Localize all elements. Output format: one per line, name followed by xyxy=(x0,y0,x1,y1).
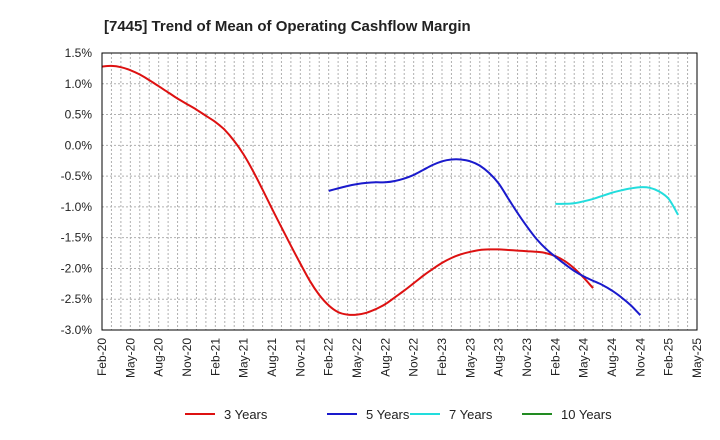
x-tick-label: Nov-24 xyxy=(633,338,647,377)
x-axis-ticks: Feb-20 May-20 Aug-20 Nov-20 Feb-21 May-21 Aug-… xyxy=(95,338,704,378)
x-tick-label: Nov-23 xyxy=(520,338,534,377)
x-tick-label: Feb-20 xyxy=(95,338,109,376)
grid xyxy=(102,53,697,330)
x-tick-label: Feb-24 xyxy=(548,338,562,376)
x-tick-label: Nov-22 xyxy=(407,338,421,377)
x-tick-label: Feb-23 xyxy=(435,338,449,376)
x-tick-label: Nov-21 xyxy=(293,338,307,377)
x-tick-label: May-24 xyxy=(577,338,591,378)
x-tick-label: May-22 xyxy=(350,338,364,378)
y-tick-label: 1.0% xyxy=(65,77,93,91)
y-tick-label: -1.5% xyxy=(61,231,93,245)
x-tick-label: May-21 xyxy=(237,338,251,378)
y-tick-label: -3.0% xyxy=(61,323,93,337)
x-tick-label: Aug-21 xyxy=(265,338,279,377)
legend: 3 Years 5 Years 7 Years 10 Years xyxy=(185,407,612,422)
x-tick-label: Feb-25 xyxy=(662,338,676,376)
x-tick-label: May-23 xyxy=(463,338,477,378)
x-tick-label: Nov-20 xyxy=(180,338,194,377)
legend-label: 7 Years xyxy=(449,407,493,422)
legend-label: 5 Years xyxy=(366,407,410,422)
series-line-3-years xyxy=(101,64,594,316)
legend-label: 3 Years xyxy=(224,407,268,422)
x-tick-label: Aug-23 xyxy=(492,338,506,377)
series-lines xyxy=(101,64,679,316)
x-tick-label: May-20 xyxy=(123,338,137,378)
y-tick-label: 0.5% xyxy=(65,108,93,122)
y-tick-label: -2.0% xyxy=(61,261,93,275)
y-tick-label: 1.5% xyxy=(65,46,93,60)
y-tick-label: -1.0% xyxy=(61,200,93,214)
x-tick-label: Aug-24 xyxy=(605,338,619,377)
legend-label: 10 Years xyxy=(561,407,612,422)
y-tick-label: -0.5% xyxy=(61,169,93,183)
x-tick-label: Feb-22 xyxy=(322,338,336,376)
y-tick-label: -2.5% xyxy=(61,292,93,306)
x-tick-label: Aug-22 xyxy=(378,338,392,377)
x-tick-label: Aug-20 xyxy=(152,338,166,377)
y-tick-label: 0.0% xyxy=(65,138,93,152)
y-axis-ticks: 1.5% 1.0% 0.5% 0.0% -0.5% -1.0% -1.5% -2.0% -2.5… xyxy=(61,46,93,337)
x-tick-label: May-25 xyxy=(690,338,704,378)
plot-area xyxy=(101,52,698,331)
series-line-7-years xyxy=(555,186,679,216)
series-line-5-years xyxy=(328,158,642,316)
chart-title: [7445] Trend of Mean of Operating Cashfl… xyxy=(104,18,471,35)
x-tick-label: Feb-21 xyxy=(208,338,222,376)
